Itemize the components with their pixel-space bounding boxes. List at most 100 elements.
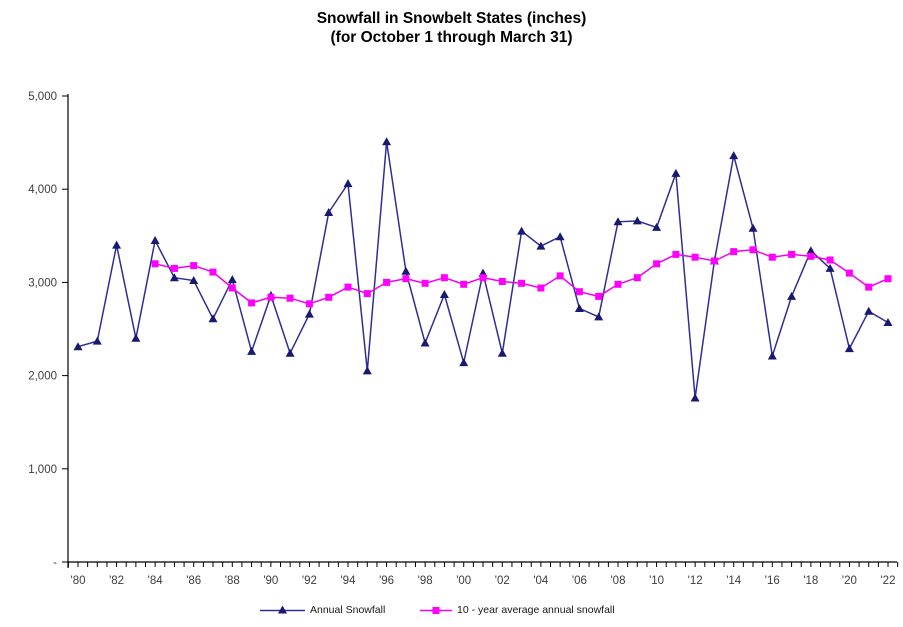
x-axis-tick-label: '12 (688, 575, 703, 587)
annual-snowfall-data-point (497, 348, 507, 357)
ten-year-average-data-point (228, 284, 236, 292)
y-axis-tick-label: 2,000 (28, 371, 57, 383)
annual-snowfall-data-point (247, 346, 257, 355)
ten-year-average-data-point (537, 284, 545, 292)
ten-year-average-data-point (248, 299, 256, 307)
annual-snowfall-data-point (459, 358, 469, 367)
ten-year-average-data-point (691, 253, 699, 261)
x-axis-tick-label: '82 (109, 575, 124, 587)
x-axis-tick-label: '96 (379, 575, 394, 587)
x-axis-tick-label: '20 (842, 575, 857, 587)
annual-snowfall-data-point (748, 223, 758, 232)
y-axis-tick-label: 3,000 (28, 277, 57, 289)
annual-snowfall-data-point (285, 348, 295, 357)
legend-item-annual-snowfall: Annual Snowfall (260, 604, 385, 616)
ten-year-average-data-point (749, 246, 757, 254)
chart-title: Snowfall in Snowbelt States (inches) (fo… (0, 9, 903, 47)
square-marker-icon (432, 607, 440, 614)
x-axis-tick-label: '08 (610, 575, 625, 587)
x-axis-tick-label: '18 (803, 575, 818, 587)
ten-year-average-data-point (768, 253, 776, 261)
ten-year-average-data-point (865, 283, 873, 291)
x-axis-tick-label: '86 (186, 575, 201, 587)
annual-snowfall-data-point (613, 217, 623, 226)
ten-year-average-data-point (344, 283, 352, 291)
legend-item-ten-year-average: 10 - year average annual snowfall (420, 604, 615, 616)
annual-snowfall-data-point (555, 232, 565, 241)
ten-year-average-data-point (575, 288, 583, 296)
ten-year-average-data-point (672, 250, 680, 258)
x-axis-tick-label: '02 (495, 575, 510, 587)
annual-snowfall-data-point (574, 304, 584, 312)
x-axis-tick-label: '00 (456, 575, 471, 587)
ten-year-average-data-point (151, 260, 159, 268)
legend-label-ten-year-average: 10 - year average annual snowfall (457, 604, 615, 616)
ten-year-average-data-point (730, 248, 738, 256)
annual-snowfall-data-point (169, 273, 179, 282)
ten-year-average-data-point (826, 256, 834, 264)
annual-snowfall-swatch (260, 605, 305, 614)
annual-snowfall-data-point (536, 241, 546, 250)
ten-year-average-data-point (653, 260, 661, 268)
ten-year-average-data-point (440, 274, 448, 282)
annual-snowfall-data-point (806, 246, 816, 255)
annual-snowfall-data-point (382, 137, 392, 146)
legend-label-annual-snowfall: Annual Snowfall (310, 604, 386, 616)
annual-snowfall-data-point (729, 151, 739, 160)
annual-snowfall-data-point (401, 266, 411, 275)
annual-snowfall-data-point (883, 318, 893, 326)
annual-snowfall-data-point (864, 306, 874, 315)
ten-year-average-data-point (633, 274, 641, 282)
ten-year-average-line (154, 249, 889, 305)
annual-snowfall-data-point (844, 344, 854, 353)
ten-year-average-data-point (595, 292, 603, 300)
x-axis-tick-label: '84 (148, 575, 164, 587)
ten-year-average-data-point (383, 278, 391, 286)
ten-year-average-data-point (286, 294, 294, 302)
x-axis-tick-label: '10 (649, 575, 664, 587)
ten-year-average-data-point (710, 257, 718, 265)
x-axis-tick-label: '92 (302, 575, 317, 587)
annual-snowfall-data-point (73, 342, 83, 351)
annual-snowfall-data-point (112, 240, 122, 249)
annual-snowfall-data-point (671, 168, 681, 177)
ten-year-average-data-point (363, 290, 371, 298)
x-axis-tick-label: '16 (765, 575, 780, 587)
ten-year-average-data-point (267, 293, 275, 301)
ten-year-average-data-point (498, 278, 506, 285)
y-axis-tick-label: 5,000 (28, 91, 57, 103)
annual-snowfall-data-point (632, 216, 642, 225)
annual-snowfall-data-point (227, 275, 237, 284)
ten-year-average-data-point (402, 275, 410, 283)
annual-snowfall-data-point (343, 179, 353, 188)
annual-snowfall-data-point (439, 290, 449, 298)
x-axis-tick-label: '06 (572, 575, 587, 587)
annual-snowfall-data-point (131, 333, 141, 342)
annual-snowfall-data-point (324, 208, 334, 216)
ten-year-average-swatch (420, 607, 452, 614)
annual-snowfall-data-point (420, 338, 430, 347)
ten-year-average-data-point (421, 279, 429, 287)
annual-snowfall-data-point (362, 366, 372, 375)
ten-year-average-data-point (845, 269, 853, 277)
y-axis-tick-label: 4,000 (28, 184, 57, 196)
ten-year-average-data-point (325, 293, 333, 301)
x-axis-tick-label: '88 (225, 575, 240, 587)
x-axis-tick-label: '80 (71, 575, 86, 587)
annual-snowfall-data-point (594, 312, 604, 321)
annual-snowfall-data-point (189, 276, 199, 284)
ten-year-average-data-point (305, 300, 313, 308)
x-axis-tick-label: '14 (726, 575, 742, 587)
annual-snowfall-data-point (517, 226, 527, 235)
x-axis-tick-label: '22 (880, 575, 895, 587)
annual-snowfall-data-point (304, 309, 314, 318)
ten-year-average-data-point (884, 275, 892, 283)
annual-snowfall-data-point (767, 351, 777, 360)
x-axis-tick-label: '94 (340, 575, 356, 587)
x-axis-tick-label: '98 (418, 575, 433, 587)
x-axis-tick-label: '90 (263, 575, 278, 587)
ten-year-average-data-point (556, 272, 564, 280)
annual-snowfall-data-point (652, 222, 662, 231)
